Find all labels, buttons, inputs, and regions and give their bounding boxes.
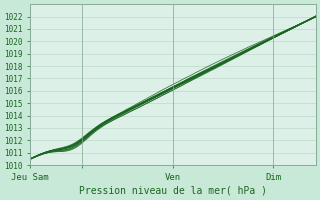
X-axis label: Pression niveau de la mer( hPa ): Pression niveau de la mer( hPa ) bbox=[79, 186, 267, 196]
